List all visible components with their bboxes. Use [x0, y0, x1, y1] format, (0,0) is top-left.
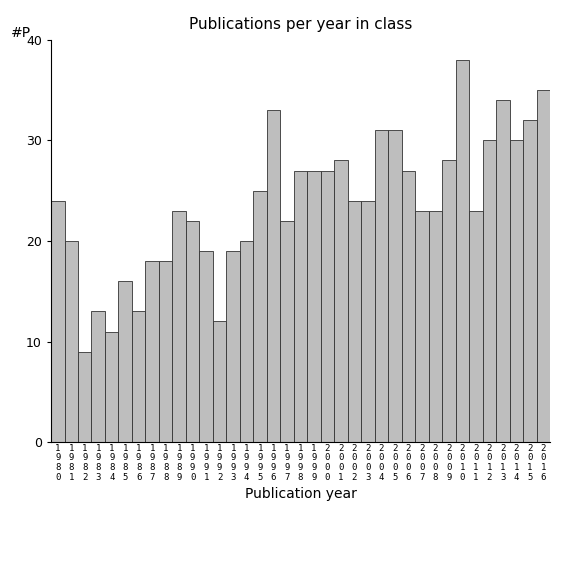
Bar — [172, 211, 186, 442]
Bar — [145, 261, 159, 442]
Bar — [226, 251, 240, 442]
Bar — [348, 201, 361, 442]
Bar — [334, 160, 348, 442]
Bar — [536, 90, 550, 442]
Bar — [469, 211, 483, 442]
Bar — [91, 311, 105, 442]
Bar — [280, 221, 294, 442]
Bar — [119, 281, 132, 442]
Bar — [186, 221, 200, 442]
Bar — [267, 110, 280, 442]
Bar — [65, 241, 78, 442]
Bar — [132, 311, 145, 442]
Bar — [375, 130, 388, 442]
Bar — [105, 332, 119, 442]
Bar — [496, 100, 510, 442]
Bar — [415, 211, 429, 442]
Bar — [294, 171, 307, 442]
Bar — [321, 171, 334, 442]
Bar — [51, 201, 65, 442]
X-axis label: Publication year: Publication year — [244, 487, 357, 501]
Bar — [307, 171, 321, 442]
Bar — [523, 120, 536, 442]
Y-axis label: #P: #P — [11, 26, 31, 40]
Bar — [388, 130, 401, 442]
Bar — [78, 352, 91, 442]
Bar — [429, 211, 442, 442]
Bar — [510, 141, 523, 442]
Bar — [401, 171, 415, 442]
Bar — [213, 321, 226, 442]
Bar — [253, 191, 267, 442]
Bar — [483, 141, 496, 442]
Title: Publications per year in class: Publications per year in class — [189, 16, 412, 32]
Bar — [442, 160, 456, 442]
Bar — [361, 201, 375, 442]
Bar — [159, 261, 172, 442]
Bar — [200, 251, 213, 442]
Bar — [456, 60, 469, 442]
Bar — [240, 241, 253, 442]
